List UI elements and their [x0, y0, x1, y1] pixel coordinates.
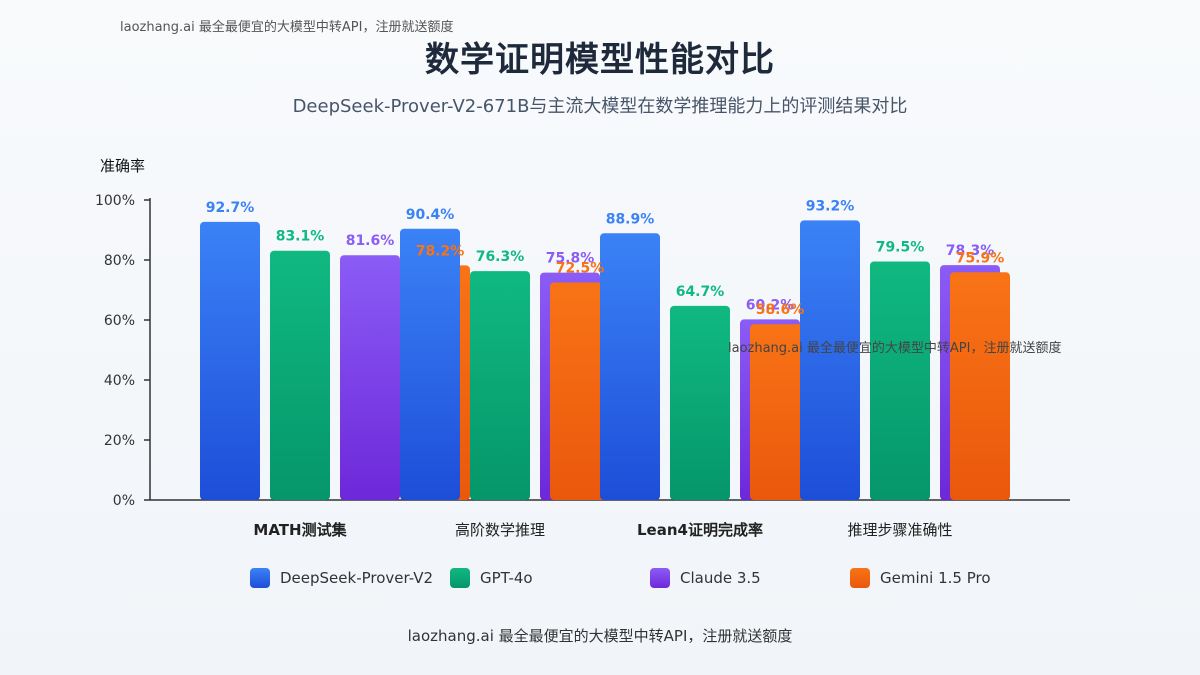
data-label-claude-2: 75.8% — [546, 251, 595, 267]
y-tick-label: 20% — [104, 433, 135, 449]
x-category-label-2: 高阶数学推理 — [455, 521, 545, 539]
legend-label-deepseek: DeepSeek-Prover-V2 — [280, 569, 434, 587]
data-label-claude-1: 81.6% — [346, 233, 395, 249]
y-tick-label: 40% — [104, 373, 135, 389]
data-label-claude-3: 60.2% — [746, 297, 795, 313]
legend-item-deepseek: DeepSeek-Prover-V2 — [250, 568, 433, 588]
legend-label-gpt4o: GPT-4o — [480, 569, 533, 587]
data-label-deepseek-3: 88.9% — [606, 211, 655, 227]
y-tick-label: 0% — [113, 493, 135, 509]
bar-deepseek-1 — [200, 221, 260, 500]
bar-gpt4o-2 — [470, 271, 530, 500]
y-tick-label: 100% — [95, 193, 135, 209]
data-label-deepseek-1: 92.7% — [206, 200, 255, 216]
bar-gemini-4 — [950, 272, 1010, 500]
data-label-deepseek-4: 93.2% — [806, 198, 855, 214]
bar-gemini-2 — [550, 282, 610, 500]
bar-deepseek-4 — [800, 220, 860, 500]
bar-gpt4o-4 — [870, 261, 930, 500]
legend-swatch-gpt4o — [450, 568, 470, 588]
y-axis-label: 准确率 — [100, 157, 146, 175]
data-label-claude-4: 78.3% — [946, 243, 995, 259]
watermark-mid: laozhang.ai 最全最便宜的大模型中转API，注册就送额度 — [728, 341, 1062, 356]
y-tick-label: 80% — [104, 253, 135, 269]
legend-swatch-deepseek — [250, 568, 270, 588]
data-label-gpt4o-2: 76.3% — [476, 249, 525, 265]
legend-item-gpt4o: GPT-4o — [450, 568, 533, 588]
bar-claude-1 — [340, 255, 400, 500]
data-label-gpt4o-4: 79.5% — [876, 240, 925, 256]
legend-swatch-gemini — [850, 568, 870, 588]
watermark-top: laozhang.ai 最全最便宜的大模型中转API，注册就送额度 — [120, 20, 454, 35]
x-category-label-1: MATH测试集 — [253, 521, 347, 539]
chart-title: 数学证明模型性能对比 — [425, 40, 775, 80]
data-label-gpt4o-1: 83.1% — [276, 229, 325, 245]
x-category-label-4: 推理步骤准确性 — [847, 521, 952, 539]
bar-gemini-3 — [750, 324, 810, 500]
bar-deepseek-3 — [600, 233, 660, 501]
data-label-gemini-1: 78.2% — [416, 243, 465, 259]
bar-gpt4o-1 — [270, 250, 330, 500]
legend-label-gemini: Gemini 1.5 Pro — [880, 569, 991, 587]
data-label-gemini-3: 58.6% — [756, 302, 805, 318]
legend-item-claude: Claude 3.5 — [650, 568, 761, 588]
chart-subtitle: DeepSeek-Prover-V2-671B与主流大模型在数学推理能力上的评测… — [292, 96, 908, 117]
bar-deepseek-2 — [400, 228, 460, 501]
data-label-deepseek-2: 90.4% — [406, 207, 455, 223]
footer-watermark: laozhang.ai 最全最便宜的大模型中转API，注册就送额度 — [407, 627, 793, 645]
data-label-gemini-4: 75.9% — [956, 250, 1005, 266]
data-label-gpt4o-3: 64.7% — [676, 284, 725, 300]
legend-swatch-claude — [650, 568, 670, 588]
bar-gpt4o-3 — [670, 305, 730, 500]
data-label-gemini-2: 72.5% — [556, 261, 605, 277]
legend-label-claude: Claude 3.5 — [680, 569, 761, 587]
x-category-label-3: Lean4证明完成率 — [637, 521, 763, 539]
y-tick-label: 60% — [104, 313, 135, 329]
legend-item-gemini: Gemini 1.5 Pro — [850, 568, 991, 588]
